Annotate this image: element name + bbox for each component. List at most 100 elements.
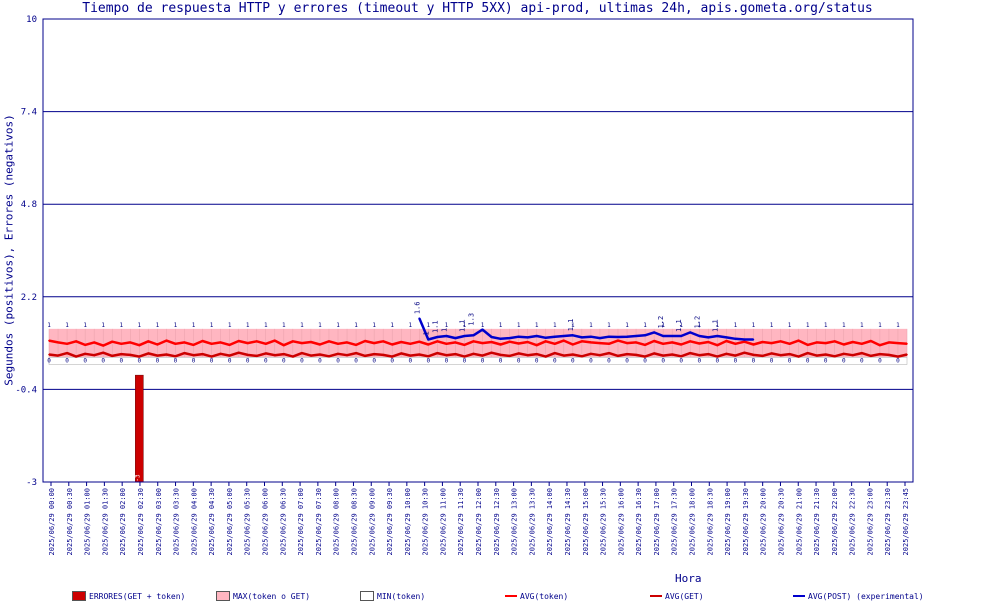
band-max-label: 1	[661, 322, 665, 329]
x-tick-label: 2025/06/29 13:00	[511, 488, 519, 555]
data-point-avg-get	[716, 355, 719, 358]
data-point-avg-get	[337, 352, 339, 355]
data-point-avg-token	[102, 344, 104, 347]
data-point-avg-get	[264, 352, 267, 355]
band-min-label: 0	[571, 357, 575, 364]
band-max-label: 1	[246, 322, 250, 329]
data-point-avg-post-experimental	[680, 335, 683, 337]
band-min-label: 0	[643, 357, 647, 364]
data-point-avg-post-experimental	[535, 335, 538, 337]
data-point-avg-token	[427, 343, 430, 346]
data-point-avg-get	[870, 355, 872, 357]
data-point-avg-token	[842, 343, 845, 346]
data-point-avg-token	[382, 340, 384, 343]
data-point-avg-token	[870, 340, 872, 342]
data-point-avg-get	[752, 354, 755, 356]
x-tick-label: 2025/06/29 14:30	[564, 488, 572, 555]
x-tick-label: 2025/06/29 16:00	[617, 488, 625, 555]
x-tick-label: 2025/06/29 19:30	[742, 488, 750, 555]
data-point-avg-token	[66, 343, 68, 345]
data-point-avg-token	[517, 342, 520, 345]
band-min-label: 0	[589, 357, 593, 364]
data-point-avg-token	[346, 341, 348, 344]
data-point-avg-get	[147, 352, 150, 355]
data-point-avg-token	[219, 341, 222, 344]
band-max-label: 1	[390, 322, 394, 329]
data-point-avg-get	[84, 352, 86, 355]
data-point-avg-get	[57, 354, 59, 357]
data-point-avg-post-experimental	[526, 336, 529, 339]
data-point-avg-token	[409, 343, 412, 345]
band-max-label: 1	[65, 322, 69, 329]
data-point-avg-get	[255, 355, 258, 357]
data-point-avg-get	[734, 354, 737, 357]
legend-swatch	[650, 595, 662, 597]
band-min-label: 0	[752, 357, 756, 364]
data-point-avg-post-experimental	[544, 336, 547, 339]
legend-label: AVG(POST) (experimental)	[808, 591, 924, 601]
data-point-avg-get	[355, 352, 357, 354]
band-min-label: 0	[156, 357, 160, 364]
data-point-avg-get	[806, 352, 809, 354]
data-point-avg-get	[544, 355, 547, 358]
post-point-label: 1	[440, 328, 448, 332]
data-point-avg-get	[346, 354, 348, 357]
data-point-avg-get	[273, 354, 276, 357]
band-max-label: 1	[354, 322, 358, 329]
data-point-avg-get	[156, 354, 159, 357]
data-point-avg-token	[228, 344, 231, 346]
data-point-avg-token	[725, 340, 728, 342]
band-min-label: 0	[174, 357, 178, 364]
data-point-avg-token	[129, 341, 132, 344]
band-min-label: 0	[734, 357, 738, 364]
data-point-avg-get	[526, 354, 529, 357]
band-min-label: 0	[463, 357, 467, 364]
x-tick-label: 2025/06/29 11:30	[457, 488, 465, 555]
post-point-label: 1.1	[711, 319, 719, 332]
data-point-avg-token	[328, 340, 330, 343]
data-point-avg-token	[797, 339, 800, 342]
band-max-label: 1	[625, 322, 629, 329]
data-point-avg-post-experimental	[481, 328, 484, 331]
data-point-avg-token	[436, 340, 439, 343]
legend-label: AVG(GET)	[665, 591, 704, 601]
series-line-avg-get	[48, 351, 908, 358]
data-point-avg-get	[852, 354, 854, 357]
series-line-avg-post-experimental	[418, 317, 754, 341]
data-point-avg-get	[815, 354, 818, 357]
data-point-avg-token	[852, 341, 854, 343]
data-point-avg-get	[66, 352, 68, 354]
band-min-label: 0	[481, 357, 485, 364]
band-max-label: 1	[553, 322, 557, 329]
x-tick-label: 2025/06/29 02:30	[137, 488, 145, 555]
x-tick-label: 2025/06/29 12:00	[475, 488, 483, 555]
band-min-label: 0	[806, 357, 810, 364]
data-point-avg-get	[219, 352, 222, 355]
data-point-avg-post-experimental	[689, 331, 692, 334]
x-tick-label: 2025/06/29 02:00	[119, 488, 127, 555]
data-point-avg-get	[824, 353, 827, 356]
post-point-label: 1	[422, 331, 430, 335]
band-max-label: 1	[264, 322, 268, 329]
x-tick-label: 2025/06/29 08:30	[350, 488, 358, 555]
data-point-avg-get	[228, 354, 231, 357]
x-tick-label: 2025/06/29 09:30	[386, 488, 394, 555]
band-max-label: 1	[788, 322, 792, 329]
data-point-avg-get	[879, 353, 881, 355]
band-min-label: 0	[661, 357, 665, 364]
x-axis-label: Hora	[675, 572, 702, 585]
x-tick-label: 2025/06/29 17:00	[653, 488, 661, 555]
x-tick-label: 2025/06/29 15:30	[600, 488, 608, 555]
band-min-label: 0	[101, 357, 105, 364]
data-point-avg-get	[210, 355, 213, 358]
data-point-avg-token	[680, 343, 683, 346]
data-point-avg-get	[328, 355, 330, 358]
data-point-avg-token	[581, 340, 583, 343]
data-point-avg-post-experimental	[517, 335, 520, 338]
data-point-avg-token	[246, 342, 249, 344]
data-point-avg-get	[93, 354, 95, 357]
data-point-avg-get	[599, 354, 601, 357]
band-max-label: 1	[282, 322, 286, 329]
band-max-label: 1	[427, 322, 431, 329]
data-point-avg-token	[391, 343, 394, 346]
